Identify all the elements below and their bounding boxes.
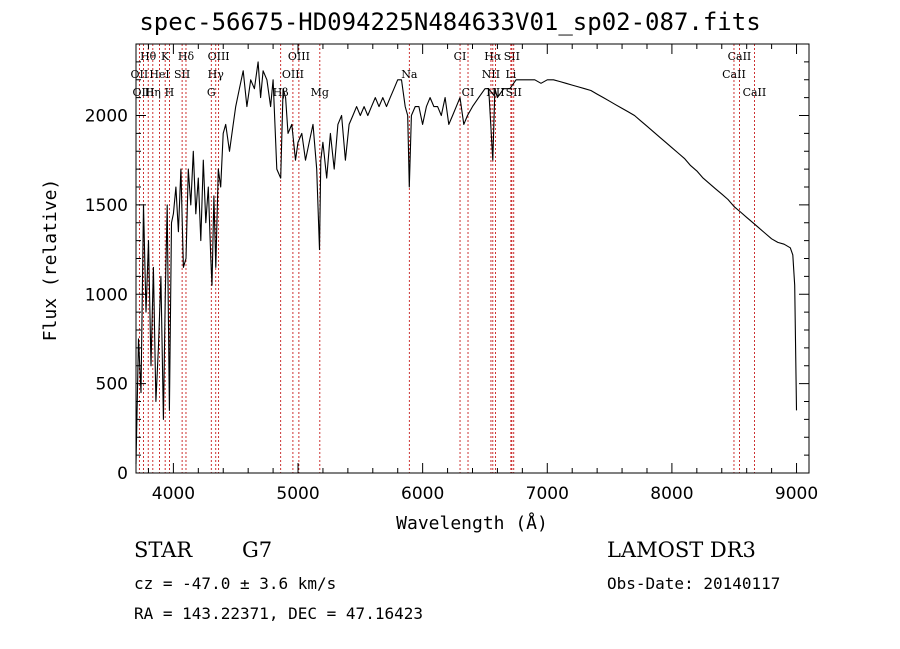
marker-label-1: K	[161, 50, 170, 63]
x-tick-label-7000: 7000	[526, 484, 569, 504]
redshift-cz: cz = -47.0 ± 3.6 km/s	[134, 574, 337, 593]
marker-label-12: OIII	[288, 50, 310, 63]
survey-name: LAMOST DR3	[607, 538, 756, 562]
marker-label-15: Mg	[311, 86, 329, 99]
marker-label-18: CI	[462, 86, 475, 99]
marker-label-10: Hγ	[208, 68, 225, 81]
marker-label-22: Li	[505, 68, 516, 81]
marker-label-9: OIII	[208, 50, 230, 63]
marker-label-27: CaII	[743, 86, 767, 99]
axis-labels: Wavelength (Å) Flux (relative)	[40, 179, 548, 534]
y-tick-label-500: 500	[96, 375, 128, 395]
x-axis-label: Wavelength (Å)	[396, 512, 548, 534]
marker-label-11: G	[207, 86, 216, 99]
plot-frame	[135, 43, 810, 474]
marker-label-0: Hθ	[140, 50, 157, 63]
marker-label-2: Hδ	[178, 50, 195, 63]
marker-label-16: Na	[401, 68, 418, 81]
observation-date: Obs-Date: 20140117	[607, 574, 781, 593]
y-tick-label-0: 0	[117, 464, 128, 484]
x-tick-label-6000: 6000	[401, 484, 444, 504]
marker-label-25: CaII	[728, 50, 752, 63]
marker-label-24: SII	[506, 86, 522, 99]
subclass: G7	[242, 538, 273, 562]
spectrum-series	[135, 61, 798, 465]
x-tick-label-8000: 8000	[650, 484, 693, 504]
marker-label-20: SII	[504, 50, 520, 63]
y-tick-label-1500: 1500	[85, 196, 128, 216]
axes: 4000 5000 6000 7000 8000 9000 0 500 1000 1500 2000	[85, 43, 818, 504]
x-tick-label-4000: 4000	[152, 484, 195, 504]
coordinates: RA = 143.22371, DEC = 47.16423	[134, 604, 423, 623]
y-tick-label-1000: 1000	[85, 285, 128, 305]
marker-label-3: OII	[131, 68, 149, 81]
marker-label-13: OIII	[282, 68, 304, 81]
x-tick-label-9000: 9000	[775, 484, 818, 504]
marker-label-14: Hβ	[273, 86, 289, 99]
y-tick-label-2000: 2000	[85, 107, 128, 127]
marker-label-26: CaII	[722, 68, 746, 81]
y-axis-label: Flux (relative)	[40, 179, 61, 342]
marker-label-7: Hη	[145, 86, 161, 99]
marker-label-8: H	[165, 86, 175, 99]
marker-label-6: OIII	[132, 86, 154, 99]
object-class: STAR	[134, 538, 193, 562]
marker-label-17: CI	[454, 50, 467, 63]
marker-label-19: Hα	[484, 50, 502, 63]
chart-title: spec-56675-HD094225N484633V01_sp02-087.f…	[139, 8, 761, 36]
marker-label-21: NII	[482, 68, 500, 81]
x-tick-label-5000: 5000	[276, 484, 319, 504]
marker-label-5: SII	[174, 68, 190, 81]
spectrum-line-0	[135, 61, 798, 465]
marker-label-4: HeI	[149, 68, 169, 81]
